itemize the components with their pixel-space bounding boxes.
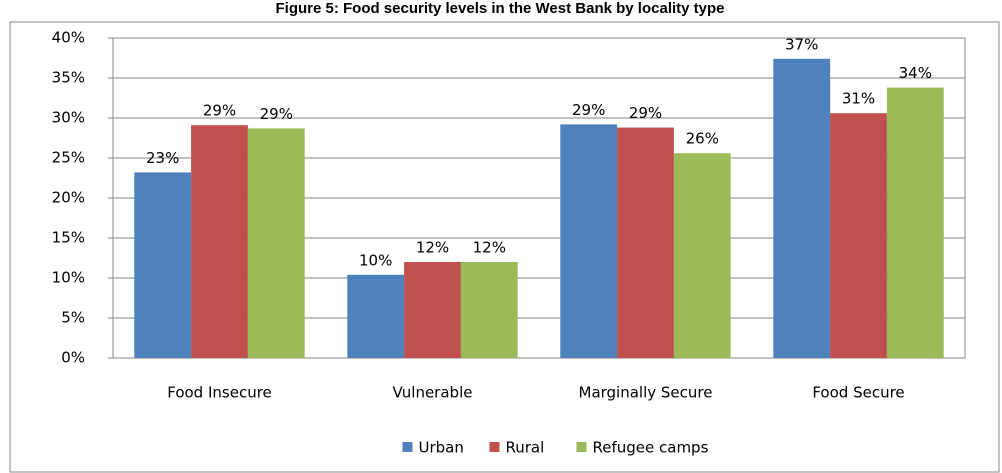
bar [460, 262, 518, 358]
legend-label: Urban [419, 439, 464, 457]
legend-swatch [489, 442, 500, 452]
y-tick-label: 15% [52, 229, 85, 247]
bar [673, 153, 731, 358]
value-label: 29% [260, 105, 293, 123]
y-tick-label: 35% [52, 69, 85, 87]
value-label: 10% [359, 251, 392, 269]
y-tick-label: 0% [61, 349, 85, 367]
value-label: 12% [473, 239, 506, 257]
bar [830, 113, 887, 358]
y-tick-label: 10% [52, 269, 85, 287]
y-tick-label: 5% [61, 309, 85, 327]
y-tick-label: 20% [52, 189, 85, 207]
value-label: 37% [785, 35, 818, 53]
legend-swatch [576, 442, 587, 452]
value-label: 31% [842, 90, 875, 108]
x-tick-label: Food Insecure [167, 384, 272, 402]
chart-title: Figure 5: Food security levels in the We… [275, 0, 724, 17]
value-label: 34% [899, 64, 932, 82]
bar [247, 128, 305, 358]
y-tick-label: 25% [52, 149, 85, 167]
bar [560, 124, 618, 359]
bar [404, 262, 461, 358]
bar [134, 172, 192, 358]
legend-swatch [402, 442, 413, 452]
value-label: 23% [146, 149, 179, 167]
bar [886, 87, 944, 358]
value-label: 29% [203, 102, 236, 120]
x-tick-label: Marginally Secure [579, 384, 713, 402]
value-label: 26% [686, 130, 719, 148]
bar [347, 274, 405, 358]
value-label: 12% [416, 239, 449, 257]
value-label: 29% [629, 104, 662, 122]
bar [191, 125, 248, 358]
legend-label: Rural [506, 439, 545, 457]
bar [773, 58, 831, 359]
x-tick-label: Food Secure [812, 384, 904, 402]
y-tick-label: 40% [52, 29, 85, 47]
x-tick-label: Vulnerable [393, 384, 473, 402]
bar [617, 127, 674, 358]
y-tick-label: 30% [52, 109, 85, 127]
value-label: 29% [572, 101, 605, 119]
legend-label: Refugee camps [593, 439, 709, 457]
